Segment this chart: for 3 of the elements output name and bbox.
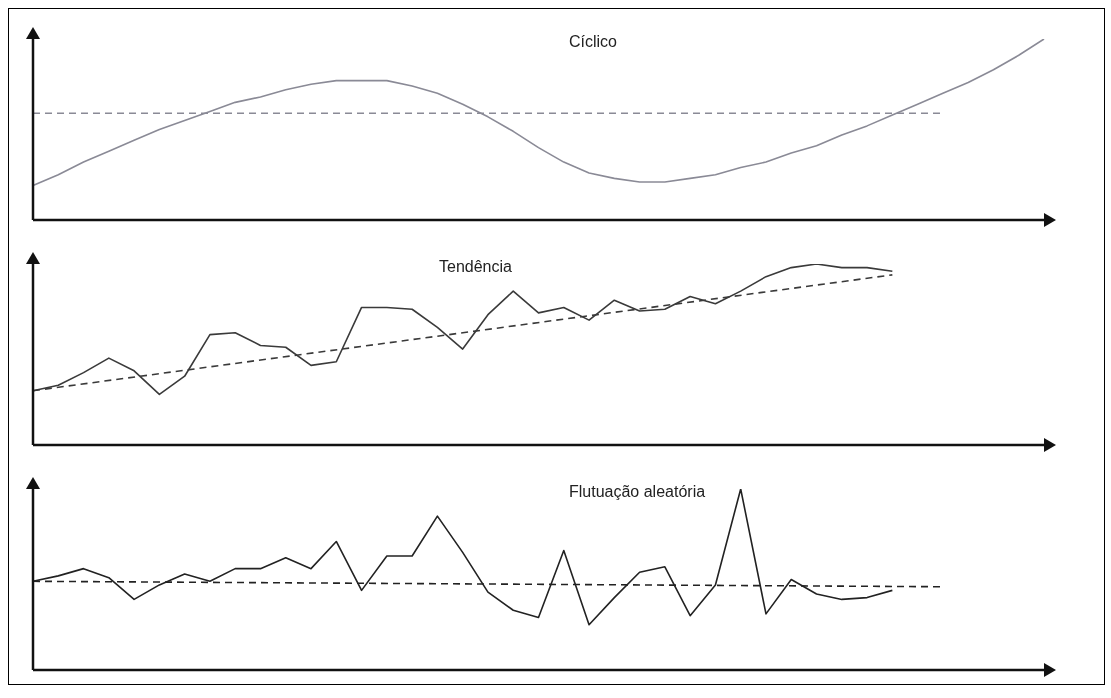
- chart-title: Cíclico: [569, 33, 618, 51]
- chart-title: Tendência: [439, 258, 512, 276]
- chart-title: Flutuação aleatória: [569, 483, 706, 501]
